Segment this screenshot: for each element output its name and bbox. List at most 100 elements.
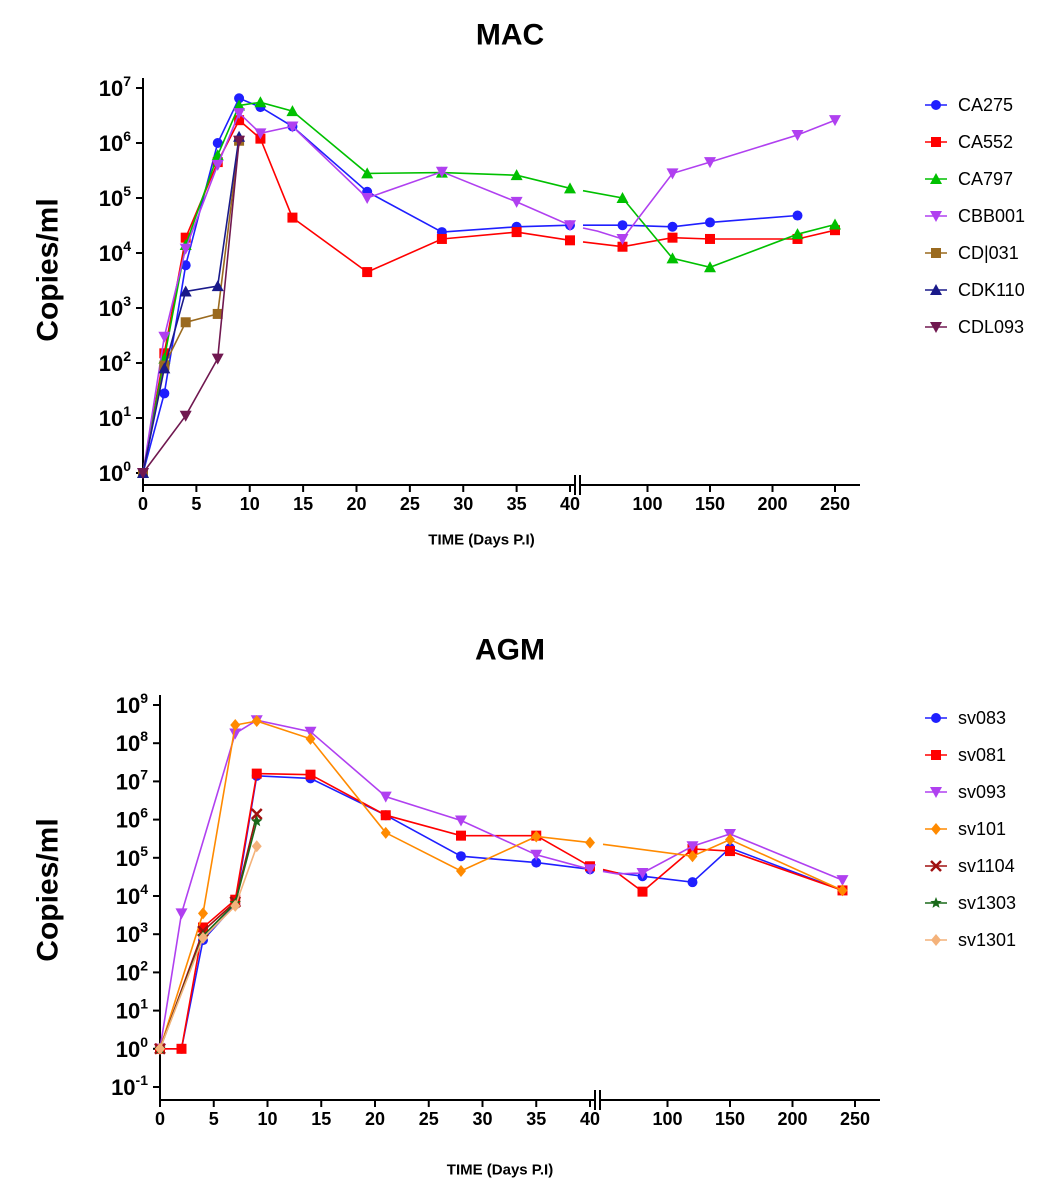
marker-triangle-down xyxy=(584,864,596,876)
marker-circle xyxy=(792,210,803,221)
y-axis-label: Copies/ml xyxy=(32,818,65,961)
marker-triangle-up xyxy=(254,96,267,108)
x-tick-label: 200 xyxy=(777,1109,807,1129)
marker-square xyxy=(176,1043,187,1054)
marker-triangle-up xyxy=(211,280,224,292)
chart-title: MAC xyxy=(476,19,544,52)
x-axis-label: TIME (Days P.I) xyxy=(428,532,534,549)
y-tick-label: 104 xyxy=(116,881,148,909)
marker-triangle-down xyxy=(791,129,804,141)
y-tick-label: 10-1 xyxy=(111,1072,148,1100)
marker-triangle-down xyxy=(930,211,942,222)
marker-triangle-down xyxy=(229,728,242,740)
marker-triangle-down xyxy=(616,233,629,245)
marker-square xyxy=(456,830,466,841)
legend-label-CD|031: CD|031 xyxy=(958,243,1019,263)
legend-label-CDL093: CDL093 xyxy=(958,317,1024,337)
series-CA552 xyxy=(138,115,840,478)
x-tick-label: 100 xyxy=(652,1109,682,1129)
marker-diamond xyxy=(837,884,848,897)
series-line-CA797 xyxy=(142,101,836,474)
marker-circle xyxy=(931,713,941,723)
legend-label-CA797: CA797 xyxy=(958,169,1013,189)
y-tick-label: 106 xyxy=(99,128,131,156)
marker-diamond xyxy=(585,836,595,849)
marker-square xyxy=(830,225,840,236)
marker-triangle-down xyxy=(666,168,679,180)
marker-triangle-up xyxy=(158,362,171,374)
y-tick-label: 101 xyxy=(99,403,131,431)
x-tick-label: 15 xyxy=(311,1109,331,1129)
y-tick-label: 103 xyxy=(116,919,148,947)
x-tick-label: 0 xyxy=(155,1109,165,1129)
marker-square xyxy=(931,248,941,258)
marker-circle xyxy=(617,220,628,231)
marker-circle xyxy=(667,221,678,232)
x-tick-label: 5 xyxy=(209,1109,219,1129)
series-CDL093 xyxy=(137,135,246,479)
y-tick-label: 100 xyxy=(116,1034,148,1062)
marker-triangle-down xyxy=(179,410,192,422)
marker-triangle-down xyxy=(361,193,374,204)
marker-square xyxy=(511,227,522,238)
marker-diamond xyxy=(305,732,316,745)
x-tick-label: 40 xyxy=(560,494,580,514)
x-tick-label: 35 xyxy=(526,1109,546,1129)
chart-title: AGM xyxy=(475,634,545,667)
x-tick-label: 250 xyxy=(840,1109,870,1129)
marker-circle xyxy=(931,100,941,110)
x-tick-label: 20 xyxy=(346,494,366,514)
y-tick-label: 107 xyxy=(99,73,131,101)
x-tick-label: 30 xyxy=(472,1109,492,1129)
legend-label-sv1104: sv1104 xyxy=(958,856,1015,876)
marker-diamond xyxy=(251,840,262,853)
marker-triangle-up xyxy=(704,261,716,273)
marker-triangle-down xyxy=(455,815,467,827)
marker-square xyxy=(705,233,715,244)
marker-triangle-down xyxy=(254,128,267,140)
series-sv1301 xyxy=(155,840,262,1055)
x-tick-label: 150 xyxy=(695,494,725,514)
marker-triangle-up xyxy=(616,192,629,203)
marker-diamond xyxy=(725,833,735,846)
marker-triangle-down xyxy=(175,908,188,920)
marker-triangle-down xyxy=(564,220,576,232)
x-tick-label: 25 xyxy=(400,494,420,514)
series-line-CA275 xyxy=(142,97,798,474)
marker-diamond xyxy=(198,931,208,944)
x-tick-label: 0 xyxy=(138,494,148,514)
y-axis-label: Copies/ml xyxy=(32,198,65,341)
x-tick-label: 100 xyxy=(632,494,662,514)
series-sv101 xyxy=(155,715,848,1055)
marker-square xyxy=(234,115,245,126)
y-tick-label: 101 xyxy=(116,996,148,1024)
marker-x xyxy=(250,808,263,820)
marker-triangle-up xyxy=(564,182,576,194)
x-tick-label: 200 xyxy=(757,494,787,514)
marker-x xyxy=(930,860,942,872)
marker-diamond xyxy=(531,830,542,843)
series-line-sv101 xyxy=(159,720,843,1050)
y-tick-label: 103 xyxy=(99,293,131,321)
series-line-sv081 xyxy=(160,772,843,1050)
marker-square xyxy=(931,750,941,760)
marker-triangle-down xyxy=(179,243,192,255)
marker-diamond xyxy=(251,715,262,728)
legend-label-CDK110: CDK110 xyxy=(958,280,1025,300)
marker-circle xyxy=(212,138,223,148)
series-CD|031 xyxy=(138,135,245,478)
series-line-sv083 xyxy=(160,774,843,1050)
marker-square xyxy=(436,233,447,244)
legend-label-sv1303: sv1303 xyxy=(958,893,1016,913)
marker-triangle-down xyxy=(211,159,224,171)
marker-triangle-down xyxy=(233,135,246,147)
x-tick-label: 35 xyxy=(507,494,527,514)
marker-triangle-down xyxy=(829,115,841,127)
y-tick-label: 102 xyxy=(99,348,131,376)
series-line-sv093 xyxy=(159,719,843,1049)
legend-label-sv101: sv101 xyxy=(958,819,1006,839)
marker-triangle-down xyxy=(158,331,171,343)
marker-diamond xyxy=(456,865,466,878)
marker-triangle-down xyxy=(530,849,543,861)
